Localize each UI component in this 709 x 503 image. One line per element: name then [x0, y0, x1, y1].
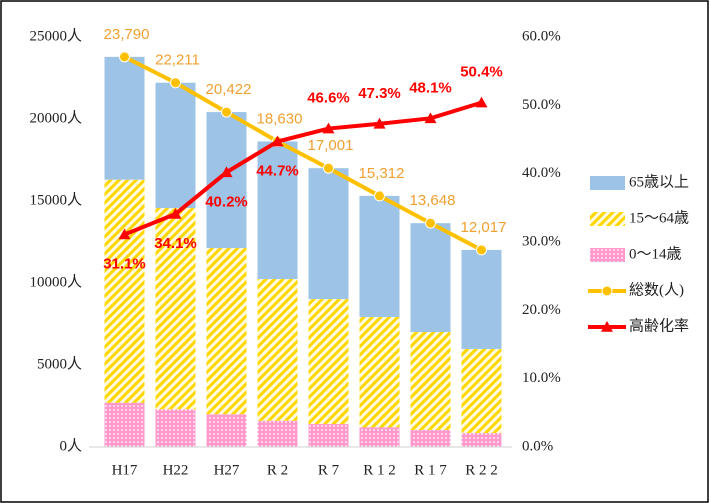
value-label: 20,422	[206, 81, 252, 98]
legend-swatch	[590, 176, 625, 190]
bar-segment	[257, 420, 298, 447]
x-tick-label: R 1 2	[363, 462, 396, 478]
value-label: 40.2%	[205, 193, 248, 210]
marker	[373, 117, 386, 129]
marker	[322, 122, 335, 134]
marker	[374, 190, 385, 202]
bar-segment	[308, 424, 349, 447]
value-label: 47.3%	[358, 85, 401, 102]
marker	[169, 207, 182, 219]
marker	[118, 228, 131, 240]
bar-segment	[155, 409, 196, 447]
legend-label: 総数(人)	[629, 281, 684, 298]
bar-segment	[410, 429, 451, 447]
x-tick-label: R 2 2	[465, 462, 498, 478]
x-tick-label: R 2	[267, 462, 288, 478]
legend-marker	[601, 321, 613, 332]
marker	[271, 135, 284, 147]
legend-swatch	[590, 212, 625, 226]
bar-segment	[206, 248, 247, 415]
bar-segment	[461, 433, 502, 447]
marker	[119, 51, 130, 63]
value-label: 12,017	[461, 219, 507, 236]
value-label: 31.1%	[103, 255, 146, 272]
marker	[424, 112, 437, 124]
legend-label: 15～64歳	[629, 209, 689, 226]
y-tick-label: 25000人	[29, 27, 82, 44]
bar-segment	[206, 112, 247, 249]
line	[123, 100, 483, 237]
marker	[475, 96, 488, 108]
value-label: 15,312	[359, 165, 405, 182]
bar-segment	[155, 82, 196, 209]
value-label: 18,630	[257, 110, 303, 127]
y2-tick-label: 30.0%	[522, 233, 561, 249]
y2-tick-label: 60.0%	[522, 28, 561, 44]
legend-label: 65歳以上	[629, 173, 689, 190]
bar-segment	[104, 56, 145, 180]
value-label: 46.6%	[307, 90, 350, 107]
value-label: 13,648	[410, 192, 456, 209]
legend-swatch	[590, 248, 625, 262]
value-label: 34.1%	[154, 235, 197, 252]
y-tick-label: 20000人	[29, 109, 82, 126]
y2-tick-label: 50.0%	[522, 97, 561, 113]
legend-label: 高齢化率	[629, 317, 689, 334]
bar-segment	[257, 141, 298, 280]
bar-segment	[410, 223, 451, 333]
x-tick-label: H22	[163, 462, 189, 478]
x-tick-label: R 1 7	[414, 462, 447, 478]
bar-segment	[206, 414, 247, 447]
marker	[221, 106, 232, 118]
bar-segment	[359, 316, 400, 428]
bar-segment	[359, 195, 400, 317]
y2-tick-label: 20.0%	[522, 302, 561, 318]
bar-segment	[104, 179, 145, 403]
y-tick-label: 10000人	[29, 273, 82, 290]
y-tick-label: 15000人	[29, 191, 82, 208]
value-label: 23,790	[104, 26, 150, 43]
x-tick-label: R 7	[318, 462, 340, 478]
bar-segment	[308, 299, 349, 425]
line	[123, 55, 483, 252]
y2-tick-label: 0.0%	[522, 438, 553, 454]
bar-segment	[104, 402, 145, 447]
bar-segment	[257, 279, 298, 421]
bar-segment	[359, 427, 400, 447]
bar-segment	[308, 168, 349, 300]
marker	[425, 217, 436, 229]
value-label: 50.4%	[460, 64, 503, 81]
marker	[170, 77, 181, 89]
value-label: 17,001	[308, 137, 354, 154]
bar-segment	[155, 208, 196, 410]
marker	[323, 162, 334, 174]
marker	[220, 166, 233, 178]
bar-segment	[461, 249, 502, 349]
y2-tick-label: 40.0%	[522, 165, 561, 181]
marker	[476, 244, 487, 256]
value-label: 22,211	[155, 52, 200, 69]
value-label: 48.1%	[409, 79, 452, 96]
x-tick-label: H17	[112, 462, 138, 478]
legend-marker	[601, 285, 613, 297]
y-tick-label: 0人	[59, 437, 82, 454]
x-tick-label: H27	[214, 462, 240, 478]
bar-segment	[410, 332, 451, 430]
bar-segment	[461, 348, 502, 434]
legend-label: 0～14歳	[629, 245, 682, 262]
y2-tick-label: 10.0%	[522, 370, 561, 386]
y-tick-label: 5000人	[37, 355, 82, 372]
value-label: 44.7%	[256, 163, 299, 180]
